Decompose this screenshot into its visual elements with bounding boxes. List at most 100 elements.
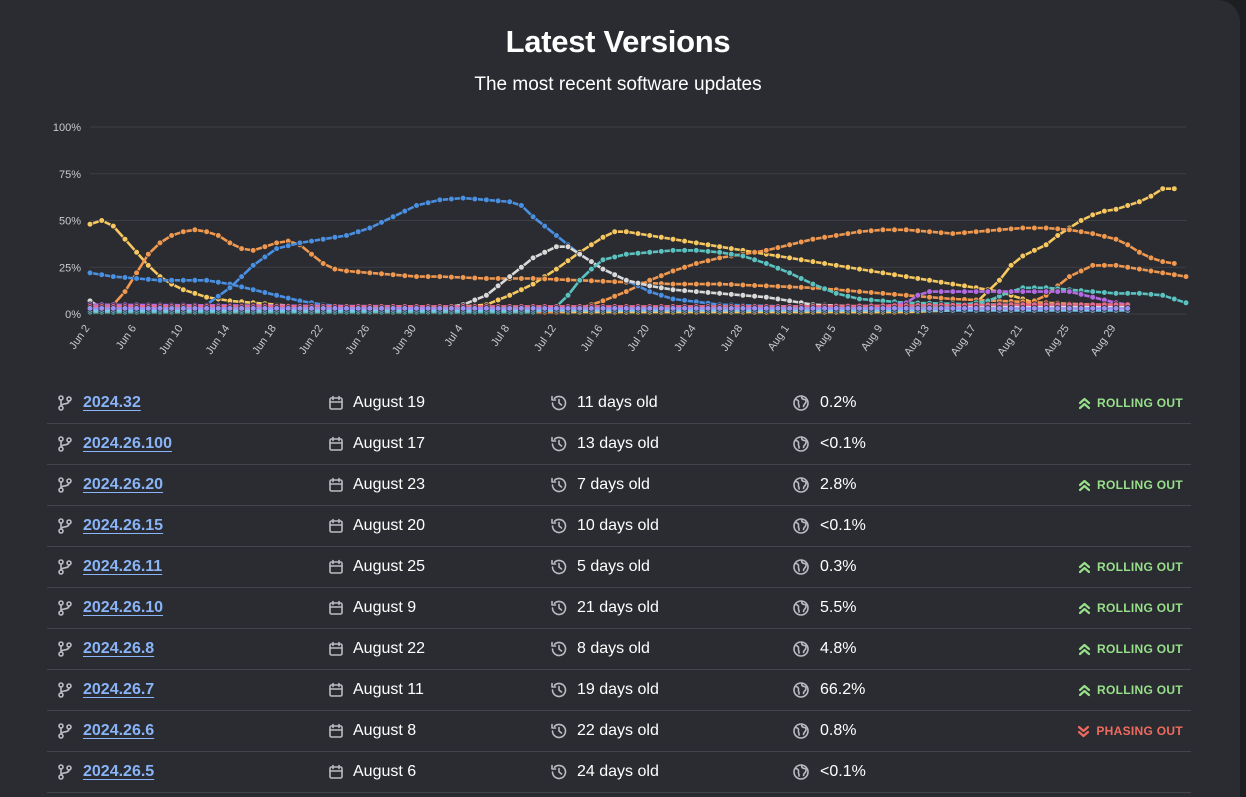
series-point xyxy=(494,296,502,304)
series-point xyxy=(599,278,607,285)
series-point xyxy=(564,257,572,265)
release-date: August 19 xyxy=(353,394,426,411)
series-point xyxy=(378,219,385,226)
version-link[interactable]: 2024.26.5 xyxy=(83,763,155,780)
series-point xyxy=(844,292,852,300)
series-point xyxy=(261,305,269,312)
usage-share: <0.1% xyxy=(820,435,866,452)
series-point xyxy=(1066,288,1073,295)
status-badge: ROLLING OUT xyxy=(1078,465,1183,505)
release-date: August 11 xyxy=(353,681,424,698)
series-point xyxy=(1031,288,1038,295)
series-point xyxy=(308,250,315,258)
series-point xyxy=(249,247,257,254)
table-row: 2024.26.7 August 11 19 days old 66.2% ROLLIN… xyxy=(47,670,1191,711)
series-point xyxy=(1089,262,1096,269)
series-point xyxy=(1124,305,1131,312)
series-point xyxy=(226,284,234,292)
status-label: PHASING OUT xyxy=(1096,724,1183,738)
series-point xyxy=(774,264,782,272)
calendar-icon xyxy=(327,670,345,710)
series-point xyxy=(529,305,537,312)
series-point xyxy=(599,265,607,273)
version-link[interactable]: 2024.26.100 xyxy=(83,435,172,452)
series-point xyxy=(238,305,245,312)
y-tick-label: 25% xyxy=(59,262,81,274)
series-point xyxy=(343,305,350,312)
page-title: Latest Versions xyxy=(505,24,731,59)
series-point xyxy=(98,271,105,279)
status-badge: ROLLING OUT xyxy=(1078,588,1183,628)
series-point xyxy=(378,270,385,278)
series-point xyxy=(191,226,199,234)
git-branch-icon xyxy=(56,670,74,710)
series-point xyxy=(401,207,409,215)
series-point xyxy=(681,305,688,312)
calendar-icon xyxy=(327,383,345,423)
series-point xyxy=(261,289,269,296)
series-point xyxy=(1019,288,1027,295)
usage-share: 4.8% xyxy=(820,640,857,657)
series-point xyxy=(961,305,968,312)
series-point xyxy=(401,305,409,312)
version-link[interactable]: 2024.26.6 xyxy=(83,722,155,739)
series-point xyxy=(727,245,735,252)
calendar-icon xyxy=(327,424,345,464)
series-point xyxy=(553,276,560,283)
series-point xyxy=(343,232,350,239)
series-point xyxy=(354,268,362,276)
series-point xyxy=(996,305,1003,312)
series-point xyxy=(926,228,933,235)
series-point xyxy=(145,276,152,283)
version-link[interactable]: 2024.26.10 xyxy=(83,599,164,616)
series-point xyxy=(541,222,548,230)
series-point xyxy=(657,284,665,292)
series-point xyxy=(1171,271,1178,279)
series-point xyxy=(191,277,199,284)
git-branch-icon xyxy=(56,424,74,464)
version-link[interactable]: 2024.26.8 xyxy=(83,640,155,657)
series-point xyxy=(774,244,782,251)
series-point xyxy=(354,305,362,312)
series-point xyxy=(821,305,828,312)
series-point xyxy=(1124,264,1131,271)
version-link[interactable]: 2024.26.7 xyxy=(83,681,155,698)
versions-table: 2024.32 August 19 11 days old 0.2% ROLLING O… xyxy=(47,383,1191,793)
series-point xyxy=(413,273,420,280)
series-point xyxy=(448,273,455,281)
series-point xyxy=(914,292,922,299)
y-tick-label: 100% xyxy=(53,122,81,134)
series-point xyxy=(692,280,700,288)
series-point xyxy=(1019,305,1027,312)
globe-icon xyxy=(792,465,810,505)
series-point xyxy=(669,286,677,294)
series-point xyxy=(273,305,280,312)
series-point xyxy=(961,229,968,236)
version-link[interactable]: 2024.26.15 xyxy=(83,517,164,534)
status-badge: ROLLING OUT xyxy=(1078,670,1183,710)
series-point xyxy=(891,271,898,279)
version-link[interactable]: 2024.32 xyxy=(83,394,141,411)
series-point xyxy=(949,305,957,312)
table-row: 2024.26.11 August 25 5 days old 0.3% ROLLING… xyxy=(47,547,1191,588)
history-icon xyxy=(549,547,569,587)
release-date: August 23 xyxy=(353,476,426,493)
version-link[interactable]: 2024.26.20 xyxy=(83,476,164,493)
calendar-icon xyxy=(327,506,345,546)
series-point xyxy=(541,249,548,256)
series-point xyxy=(1112,262,1120,269)
calendar-icon xyxy=(327,465,345,505)
series-point xyxy=(564,276,572,284)
series-point xyxy=(762,293,770,301)
series-point xyxy=(168,305,175,312)
series-point xyxy=(1089,305,1096,312)
globe-icon xyxy=(792,629,810,669)
version-link[interactable]: 2024.26.11 xyxy=(83,558,163,575)
series-point xyxy=(1112,290,1120,297)
globe-icon xyxy=(792,588,810,628)
series-point xyxy=(98,305,105,312)
series-point xyxy=(716,254,723,262)
series-point xyxy=(1112,235,1120,243)
series-point xyxy=(1042,224,1050,232)
